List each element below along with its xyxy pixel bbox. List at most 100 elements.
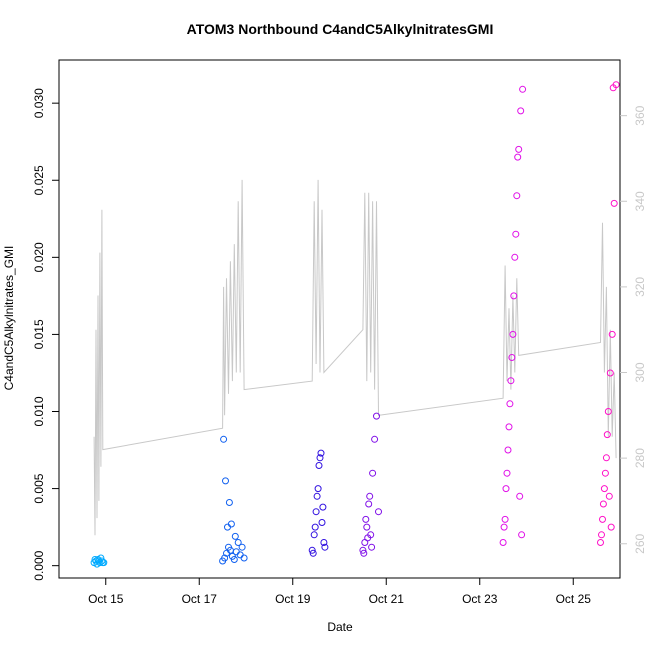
plot-frame [58, 59, 621, 579]
data-point [517, 107, 525, 115]
data-point [360, 549, 368, 557]
data-point [514, 153, 522, 161]
data-point [607, 523, 615, 531]
data-point [365, 500, 373, 508]
data-point [314, 485, 322, 493]
y-left-tick-label: 0.020 [32, 242, 46, 272]
data-point [518, 531, 526, 539]
x-tick-label: Oct 25 [556, 592, 592, 606]
y-left-tick-label: 0.000 [32, 550, 46, 580]
data-point [311, 523, 319, 531]
y-right-tick-label: 360 [633, 105, 647, 125]
data-point [317, 449, 325, 457]
data-point [375, 508, 382, 516]
data-point [321, 543, 329, 551]
y-right-tick-label: 280 [633, 448, 647, 468]
data-point [510, 292, 518, 300]
data-point [240, 554, 248, 562]
line-series-layer [93, 179, 617, 536]
chart-title: ATOM3 Northbound C4andC5AlkylnitratesGMI [187, 21, 494, 37]
data-point [231, 532, 239, 540]
data-point [363, 523, 371, 531]
data-point [225, 499, 233, 506]
y-axis-label: C4andC5Alkylnitrates_GMI [2, 246, 16, 391]
y-left-tick-label: 0.010 [32, 396, 46, 426]
data-point [99, 559, 107, 567]
x-tick-label: Oct 17 [182, 592, 218, 606]
y-axis-right-ticks: 260 280 300 320 340 360 [620, 105, 647, 554]
data-point [599, 515, 606, 523]
data-point [308, 546, 316, 554]
data-point [509, 330, 517, 338]
data-point [359, 546, 367, 554]
data-point [603, 431, 611, 439]
y-right-tick-label: 340 [633, 191, 647, 211]
data-point [310, 531, 318, 539]
data-point [316, 454, 324, 462]
data-point [368, 543, 376, 551]
data-point [232, 548, 240, 556]
x-tick-label: Oct 21 [369, 592, 405, 606]
data-point [371, 435, 379, 443]
data-point [513, 192, 521, 200]
data-point [605, 492, 613, 500]
data-point [609, 84, 617, 92]
data-point [313, 492, 321, 500]
data-point [503, 469, 511, 477]
line-series [93, 179, 617, 536]
data-point [501, 515, 509, 523]
x-tick-label: Oct 15 [88, 592, 124, 606]
data-point [312, 508, 320, 516]
data-point [362, 515, 370, 523]
y-right-tick-label: 320 [633, 277, 647, 297]
data-point [221, 554, 229, 562]
data-point [599, 500, 607, 508]
data-point [598, 531, 605, 539]
data-point [500, 523, 508, 531]
data-point [222, 477, 229, 485]
data-point [236, 551, 244, 559]
data-point [318, 519, 326, 526]
data-point [319, 503, 327, 511]
data-point [502, 485, 510, 493]
data-point [315, 462, 323, 469]
data-point [610, 199, 618, 207]
data-point [604, 408, 612, 415]
data-point [234, 539, 242, 546]
data-point [369, 469, 377, 477]
data-point [506, 400, 514, 408]
y-right-tick-label: 300 [633, 362, 647, 382]
data-point [512, 230, 520, 238]
data-point [320, 539, 328, 546]
data-point [600, 485, 608, 493]
data-point [601, 469, 609, 477]
data-point [227, 520, 235, 528]
data-point [511, 253, 519, 261]
data-point [505, 423, 513, 431]
x-axis-label: Date [327, 620, 353, 634]
data-point [366, 492, 374, 500]
data-point [602, 454, 610, 462]
x-tick-label: Oct 23 [462, 592, 498, 606]
data-point [238, 543, 246, 551]
data-point [608, 330, 616, 338]
data-point [220, 435, 228, 443]
y-right-tick-label: 260 [633, 533, 647, 553]
data-point [519, 85, 527, 93]
data-point [606, 369, 614, 377]
data-point [230, 556, 238, 563]
y-axis-left-ticks: 0.000 0.005 0.010 0.015 0.020 0.025 0.030 [32, 88, 59, 581]
data-point [97, 554, 105, 562]
data-point [309, 549, 317, 557]
y-left-tick-label: 0.015 [32, 319, 46, 349]
data-point [597, 539, 604, 546]
data-point [499, 539, 507, 546]
x-axis-ticks: Oct 15 Oct 17 Oct 19 Oct 21 Oct 23 Oct 25 [88, 578, 591, 606]
data-point [516, 492, 524, 500]
data-point [507, 377, 515, 385]
y-left-tick-label: 0.025 [32, 165, 46, 195]
data-point [504, 446, 512, 454]
data-point [373, 412, 380, 420]
data-point [364, 534, 372, 542]
x-tick-label: Oct 19 [275, 592, 311, 606]
